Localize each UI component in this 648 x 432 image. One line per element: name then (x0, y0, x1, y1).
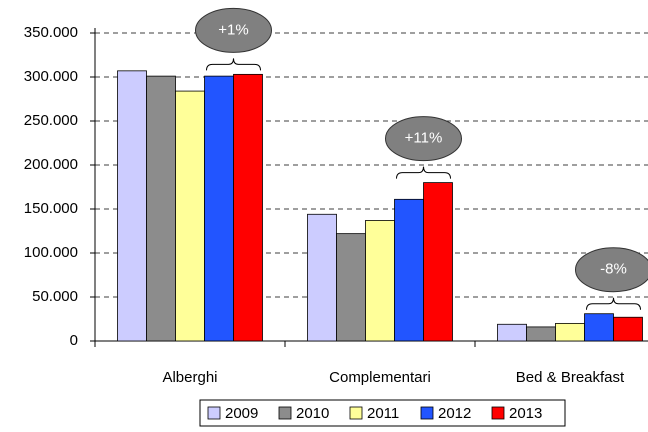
annotation: +11% (405, 130, 443, 147)
brace (396, 166, 451, 179)
legend-swatch (349, 406, 363, 420)
bar (117, 70, 147, 342)
x-tick-label: Alberghi (162, 369, 217, 386)
bar (613, 316, 643, 342)
bar (204, 75, 234, 342)
annotation: +1% (218, 21, 248, 38)
x-tick-label: Complementari (329, 369, 431, 386)
legend-swatch (491, 406, 505, 420)
legend-label: 2013 (509, 405, 542, 422)
y-tick-label: 50.000 (32, 288, 78, 305)
y-tick-label: 350.000 (24, 24, 78, 41)
annotation-bubble (385, 116, 462, 162)
legend-label: 2010 (296, 405, 329, 422)
bar (146, 75, 176, 342)
bar (497, 323, 527, 342)
y-tick-label: 0 (70, 332, 78, 349)
annotation: -8% (600, 261, 627, 278)
legend-swatch (420, 406, 434, 420)
y-tick-label: 200.000 (24, 156, 78, 173)
y-tick-label: 150.000 (24, 200, 78, 217)
annotation-bubble (195, 7, 272, 53)
bar (423, 182, 453, 342)
bar (526, 326, 556, 342)
y-tick-label: 250.000 (24, 112, 78, 129)
bar (394, 198, 424, 342)
bar (175, 90, 205, 342)
legend-label: 2012 (438, 405, 471, 422)
legend-swatch (278, 406, 292, 420)
bar (365, 220, 395, 342)
legend-swatch (207, 406, 221, 420)
bar (555, 322, 585, 342)
bar (584, 313, 614, 342)
y-tick-label: 100.000 (24, 244, 78, 261)
legend-label: 2011 (367, 405, 399, 422)
bar (336, 233, 366, 342)
annotation-bubble (575, 247, 648, 293)
y-tick-label: 300.000 (24, 68, 78, 85)
bar (307, 213, 337, 342)
x-tick-label: Bed & Breakfast (516, 369, 625, 386)
bar (233, 73, 263, 342)
brace (586, 297, 641, 310)
brace (206, 58, 261, 71)
legend-label: 2009 (225, 405, 258, 422)
